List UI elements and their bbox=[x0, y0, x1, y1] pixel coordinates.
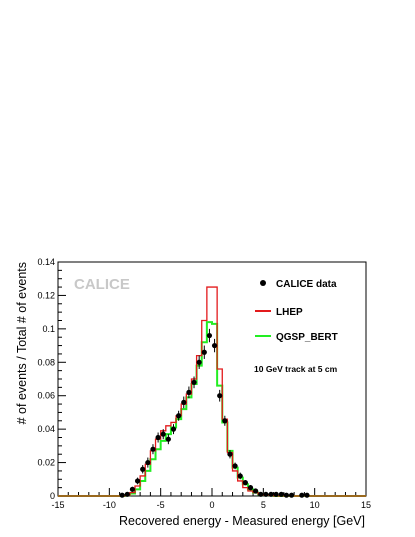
data-point bbox=[191, 379, 197, 385]
axis-ticks: -15 -10 -5 0 5 10 15 0 0.02 0.04 0.06 0.08 0.1 0.12 0.… bbox=[37, 257, 371, 510]
x-tick-label: 5 bbox=[261, 500, 266, 510]
legend: CALICE data LHEP QGSP_BERT bbox=[255, 279, 338, 343]
x-tick-label: 15 bbox=[361, 500, 371, 510]
data-point bbox=[227, 451, 233, 457]
data-point bbox=[170, 426, 177, 432]
data-point bbox=[196, 359, 202, 365]
y-tick-label: 0.06 bbox=[37, 391, 55, 401]
data-point bbox=[268, 491, 274, 497]
data-point bbox=[253, 488, 259, 494]
data-point bbox=[299, 492, 305, 498]
data-point bbox=[160, 431, 166, 437]
data-point bbox=[237, 473, 243, 479]
data-point bbox=[119, 492, 125, 498]
y-tick-label: 0.08 bbox=[37, 357, 55, 367]
data-point bbox=[150, 446, 156, 452]
data-point bbox=[258, 491, 264, 497]
data-point bbox=[304, 492, 310, 498]
y-axis-title: # of events / Total # of events bbox=[15, 262, 29, 424]
x-tick-label: 10 bbox=[310, 500, 320, 510]
data-point bbox=[263, 491, 269, 497]
data-point bbox=[124, 491, 130, 497]
legend-lhep-label: LHEP bbox=[276, 307, 303, 318]
x-axis-title: Recovered energy - Measured energy [GeV] bbox=[119, 514, 365, 528]
data-point bbox=[273, 491, 279, 497]
data-point bbox=[140, 466, 146, 472]
y-tick-label: 0.12 bbox=[37, 290, 55, 300]
chart-annotation: 10 GeV track at 5 cm bbox=[254, 364, 338, 374]
data-series bbox=[119, 328, 310, 498]
data-point bbox=[186, 389, 192, 395]
legend-qgsp-label: QGSP_BERT bbox=[276, 332, 338, 343]
data-point bbox=[206, 332, 213, 339]
plot-frame bbox=[57, 261, 367, 497]
data-point bbox=[283, 492, 290, 498]
data-point bbox=[278, 491, 284, 497]
data-point bbox=[242, 480, 248, 486]
lhep-series bbox=[58, 286, 366, 497]
data-point bbox=[155, 434, 161, 441]
x-tick-label: -5 bbox=[157, 500, 165, 510]
data-point bbox=[288, 492, 295, 498]
calice-logo: CALICE bbox=[74, 276, 130, 293]
qgsp-histogram bbox=[58, 321, 366, 497]
y-tick-label: 0.02 bbox=[37, 458, 55, 468]
legend-data-label: CALICE data bbox=[276, 279, 337, 290]
data-point bbox=[181, 399, 187, 405]
y-tick-label: 0.04 bbox=[37, 424, 55, 434]
data-point bbox=[217, 393, 223, 399]
x-tick-label: -10 bbox=[103, 500, 116, 510]
x-tick-label: -15 bbox=[51, 500, 64, 510]
y-tick-label: 0.14 bbox=[37, 257, 55, 267]
data-point bbox=[134, 478, 141, 484]
legend-data-marker bbox=[260, 280, 266, 286]
data-point bbox=[129, 486, 136, 492]
data-point bbox=[201, 349, 207, 355]
x-tick-label: 0 bbox=[209, 500, 214, 510]
y-tick-label: 0.1 bbox=[42, 324, 55, 334]
data-point bbox=[232, 463, 238, 469]
qgsp-series bbox=[58, 321, 366, 497]
lhep-histogram bbox=[58, 286, 366, 497]
data-point bbox=[176, 413, 182, 419]
data-point bbox=[222, 418, 228, 424]
data-point bbox=[247, 485, 254, 491]
data-point bbox=[165, 436, 171, 442]
data-point bbox=[145, 459, 151, 466]
data-point bbox=[211, 342, 218, 349]
y-tick-label: 0 bbox=[50, 491, 55, 501]
